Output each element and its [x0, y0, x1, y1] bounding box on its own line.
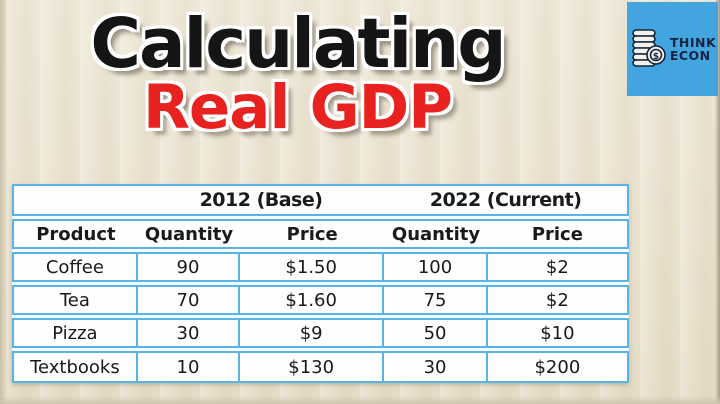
quantity-base-cell: 70 [138, 287, 241, 313]
paper-edge-right [715, 0, 720, 404]
logo-line-1: THINK [669, 34, 717, 50]
column-header-quantity-current: Quantity [391, 223, 481, 245]
year-header-spacer [14, 186, 138, 214]
logo-line-2: ECON [669, 48, 711, 63]
product-cell: Pizza [14, 320, 138, 346]
year-header-current: 2022 (Current) [429, 189, 582, 211]
price-current-cell: $10 [540, 322, 575, 344]
title-line-1: Calculating [90, 4, 506, 84]
price-base-cell: $9 [240, 320, 385, 346]
table-year-header-row: 2012 (Base) 2022 (Current) [12, 184, 629, 216]
paper-edge-bottom [0, 396, 720, 404]
product-cell: Tea [14, 287, 138, 313]
quantity-current-cell: 30 [384, 353, 488, 381]
product-cell: Coffee [14, 254, 138, 280]
price-current-cell: $2 [545, 256, 569, 278]
price-base-cell: $1.60 [240, 287, 385, 313]
svg-text:$: $ [653, 52, 659, 62]
table-row-coffee: Coffee 90 $1.50 100 $2 [12, 252, 629, 282]
price-base-cell: $1.50 [240, 254, 385, 280]
logo-wordmark: THINK ECON [670, 36, 716, 62]
coin-stack-icon: $ [629, 24, 667, 74]
price-current-cell: $200 [534, 356, 581, 378]
gdp-table: 2012 (Base) 2022 (Current) Product Quant… [12, 184, 629, 383]
quantity-base-cell: 30 [138, 320, 241, 346]
price-current-cell: $2 [545, 289, 569, 311]
column-header-price-base: Price [286, 223, 338, 245]
table-column-header-row: Product Quantity Price Quantity Price [12, 219, 629, 249]
think-econ-logo: $ THINK ECON [627, 2, 718, 96]
quantity-current-cell: 50 [384, 320, 488, 346]
table-row-tea: Tea 70 $1.60 75 $2 [12, 285, 629, 315]
paper-edge-left [0, 0, 7, 404]
column-header-quantity-base: Quantity [144, 223, 234, 245]
price-base-cell: $130 [240, 353, 385, 381]
title-line-2: Real GDP [142, 72, 453, 144]
product-cell: Textbooks [14, 353, 138, 381]
quantity-base-cell: 90 [138, 254, 241, 280]
column-header-product: Product [36, 223, 116, 245]
quantity-current-cell: 75 [384, 287, 488, 313]
table-row-textbooks: Textbooks 10 $130 30 $200 [12, 351, 629, 383]
column-header-price-current: Price [531, 223, 583, 245]
table-row-pizza: Pizza 30 $9 50 $10 [12, 318, 629, 348]
quantity-current-cell: 100 [384, 254, 488, 280]
year-header-base: 2012 (Base) [199, 189, 323, 211]
quantity-base-cell: 10 [138, 353, 241, 381]
title-block: Calculating Real GDP [0, 0, 595, 141]
